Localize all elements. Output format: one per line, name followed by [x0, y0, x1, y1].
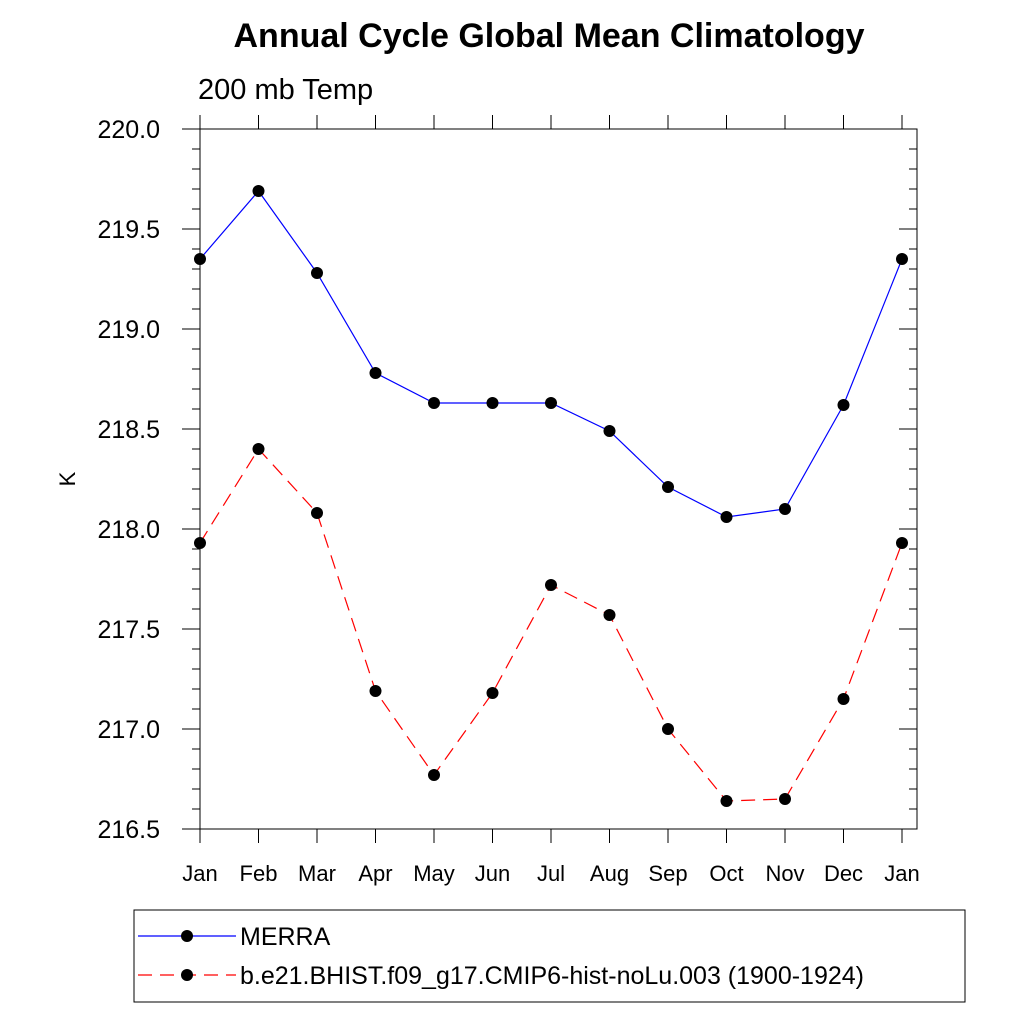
- series-1-point: [837, 399, 850, 411]
- series-2-point: [311, 507, 323, 519]
- y-tick-labels: 216.5 217.0 217.5 218.0 218.5 219.0 219.5 220.0: [97, 116, 160, 844]
- x-tick-label: Nov: [765, 861, 804, 886]
- y-tick-label: 218.0: [97, 516, 160, 544]
- series-2-point: [545, 579, 557, 591]
- series-layer: [194, 185, 908, 807]
- x-tick-label: Feb: [240, 861, 278, 886]
- series-2-point: [252, 443, 265, 455]
- y-tick-label: 220.0: [97, 116, 160, 144]
- x-tick-label: Jun: [475, 861, 510, 886]
- series-2-point: [486, 687, 499, 699]
- legend-box: [133, 909, 966, 1003]
- x-tick-label: Mar: [298, 861, 336, 886]
- series-1-point: [545, 397, 557, 409]
- x-tick-label: Sep: [648, 861, 687, 886]
- series-1-point: [720, 511, 733, 523]
- chart-subtitle: 200 mb Temp: [198, 74, 373, 106]
- x-tick-label: Jan: [884, 861, 919, 886]
- x-tick-label: Jul: [537, 861, 565, 886]
- legend-entries: MERRA b.e21.BHIST.f09_g17.CMIP6-hist-noLu…: [138, 923, 864, 990]
- y-tick-label: 218.5: [97, 416, 160, 444]
- y-tick-label: 219.5: [97, 216, 160, 244]
- series-1-point: [252, 185, 265, 197]
- series-1-point: [369, 367, 382, 379]
- series-2-point: [896, 537, 908, 549]
- legend-label-2: b.e21.BHIST.f09_g17.CMIP6-hist-noLu.003 …: [240, 962, 864, 990]
- y-tick-label: 219.0: [97, 316, 160, 344]
- x-tick-labels: Jan Feb Mar Apr May Jun Jul Aug Sep Oct Nov Dec Jan: [182, 861, 919, 886]
- y-axis-label: K: [55, 471, 80, 486]
- x-tick-label: Dec: [824, 861, 863, 886]
- series-2-point: [428, 769, 440, 781]
- series-2-point: [779, 793, 791, 805]
- series-2-point: [603, 609, 616, 621]
- chart-title: Annual Cycle Global Mean Climatology: [234, 17, 865, 55]
- series-1-point: [662, 481, 674, 493]
- x-tick-label: Aug: [590, 861, 629, 886]
- series-1-point: [311, 267, 323, 279]
- y-tick-marks: [182, 128, 917, 830]
- x-tick-marks: [199, 115, 903, 843]
- plot-frame: [199, 128, 918, 830]
- series-1-point: [428, 397, 440, 409]
- y-tick-label: 217.0: [97, 716, 160, 744]
- series-2-point: [194, 537, 206, 549]
- y-tick-label: 216.5: [97, 816, 160, 844]
- series-line-2: [199, 448, 903, 802]
- x-tick-label: Apr: [358, 861, 392, 886]
- series-1-point: [194, 253, 206, 265]
- legend-label-1: MERRA: [240, 923, 331, 951]
- series-1-point: [896, 253, 908, 265]
- legend-marker-1: [181, 930, 193, 942]
- legend-marker-2: [181, 969, 193, 981]
- series-2-point: [662, 723, 674, 735]
- legend: MERRA b.e21.BHIST.f09_g17.CMIP6-hist-noLu…: [133, 909, 966, 1003]
- series-1-point: [603, 425, 616, 437]
- series-2-point: [369, 685, 382, 697]
- series-1-point: [486, 397, 499, 409]
- series-1-point: [779, 503, 791, 515]
- x-tick-label: May: [413, 861, 455, 886]
- series-2-point: [837, 693, 850, 705]
- y-tick-label: 217.5: [97, 616, 160, 644]
- series-2-point: [720, 795, 733, 807]
- series-line-1: [199, 190, 903, 518]
- x-tick-label: Oct: [709, 861, 743, 886]
- x-tick-label: Jan: [182, 861, 217, 886]
